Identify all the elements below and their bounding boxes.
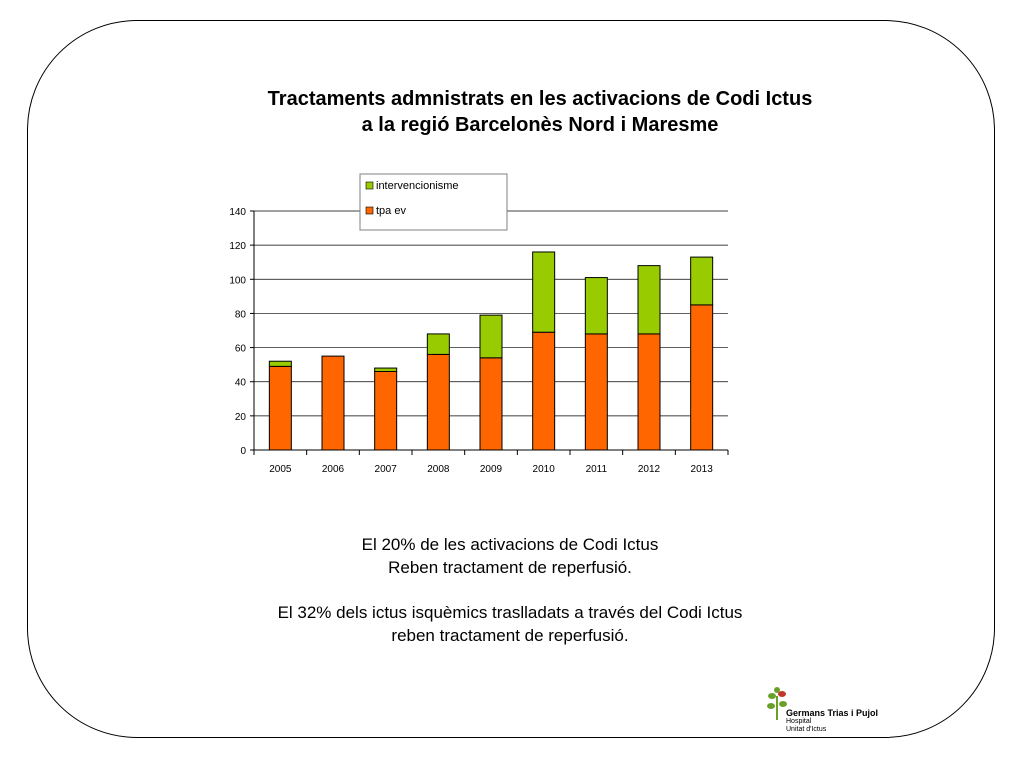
bar-intervencionisme	[426, 333, 450, 355]
legend-swatch	[365, 181, 374, 190]
bar-tpa-ev	[690, 304, 714, 451]
note-2-line-1: El 32% dels ictus isquèmics traslladats …	[277, 603, 743, 622]
bar-tpa-ev	[268, 365, 292, 451]
x-tick-label: 2012	[638, 464, 661, 475]
note-1-line-2: Reben tractament de reperfusió.	[388, 558, 632, 577]
logo-unit: Unitat d'Ictus	[786, 726, 827, 733]
y-tick-label: 40	[235, 378, 247, 389]
x-tick-label: 2011	[586, 464, 608, 475]
x-tick-label: 2007	[375, 464, 398, 475]
logo-hospital: Hospital	[786, 718, 812, 725]
y-tick-label: 140	[229, 207, 246, 218]
x-tick-label: 2009	[480, 464, 503, 475]
x-tick-label: 2005	[269, 464, 292, 475]
bar-intervencionisme	[268, 360, 292, 367]
bar-tpa-ev	[426, 353, 450, 451]
stacked-bar-chart: 0 20 40 60 80 100 120 140 2005 2006 2007 2008 2009 20…	[229, 173, 729, 475]
y-tick-label: 80	[235, 309, 247, 320]
y-tick-label: 120	[229, 241, 246, 252]
bar-tpa-ev	[374, 370, 398, 451]
note-1-line-1: El 20% de les activacions de Codi Ictus	[361, 535, 659, 554]
title-line-1: Tractaments admnistrats en les activacio…	[267, 88, 813, 110]
bar-intervencionisme	[584, 277, 608, 335]
legend-label: tpa ev	[376, 205, 406, 217]
x-tick-label: 2013	[691, 464, 714, 475]
notes: El 20% de les activacions de Codi Ictus …	[180, 533, 840, 647]
note-2-line-2: reben tractament de reperfusió.	[391, 626, 629, 645]
bar-intervencionisme	[479, 314, 503, 359]
y-tick-label: 60	[235, 344, 247, 355]
legend-label: intervencionisme	[376, 180, 459, 192]
legend-box	[359, 173, 508, 231]
bar-tpa-ev	[584, 333, 608, 451]
y-tick-label: 20	[235, 412, 247, 423]
bar-tpa-ev	[479, 357, 503, 451]
sprout-icon	[767, 687, 787, 720]
bar-intervencionisme	[532, 251, 556, 333]
slide-frame	[27, 20, 995, 738]
x-tick-label: 2008	[427, 464, 450, 475]
y-tick-label: 0	[240, 446, 246, 457]
legend-swatch	[365, 206, 374, 215]
y-tick-label: 100	[229, 275, 246, 286]
bar-tpa-ev	[321, 355, 345, 451]
bar-tpa-ev	[637, 333, 661, 451]
bar-tpa-ev	[532, 331, 556, 451]
slide-title: Tractaments admnistrats en les activacio…	[200, 86, 880, 138]
bar-intervencionisme	[637, 265, 661, 335]
bar-intervencionisme	[374, 367, 398, 372]
bar-intervencionisme	[690, 256, 714, 306]
title-line-2: a la regió Barcelonès Nord i Maresme	[361, 114, 719, 136]
x-tick-label: 2006	[322, 464, 345, 475]
hospital-logo: Germans Trias i Pujol Hospital Unitat d'…	[764, 686, 914, 736]
x-tick-label: 2010	[533, 464, 556, 475]
logo-name: Germans Trias i Pujol	[786, 708, 879, 718]
